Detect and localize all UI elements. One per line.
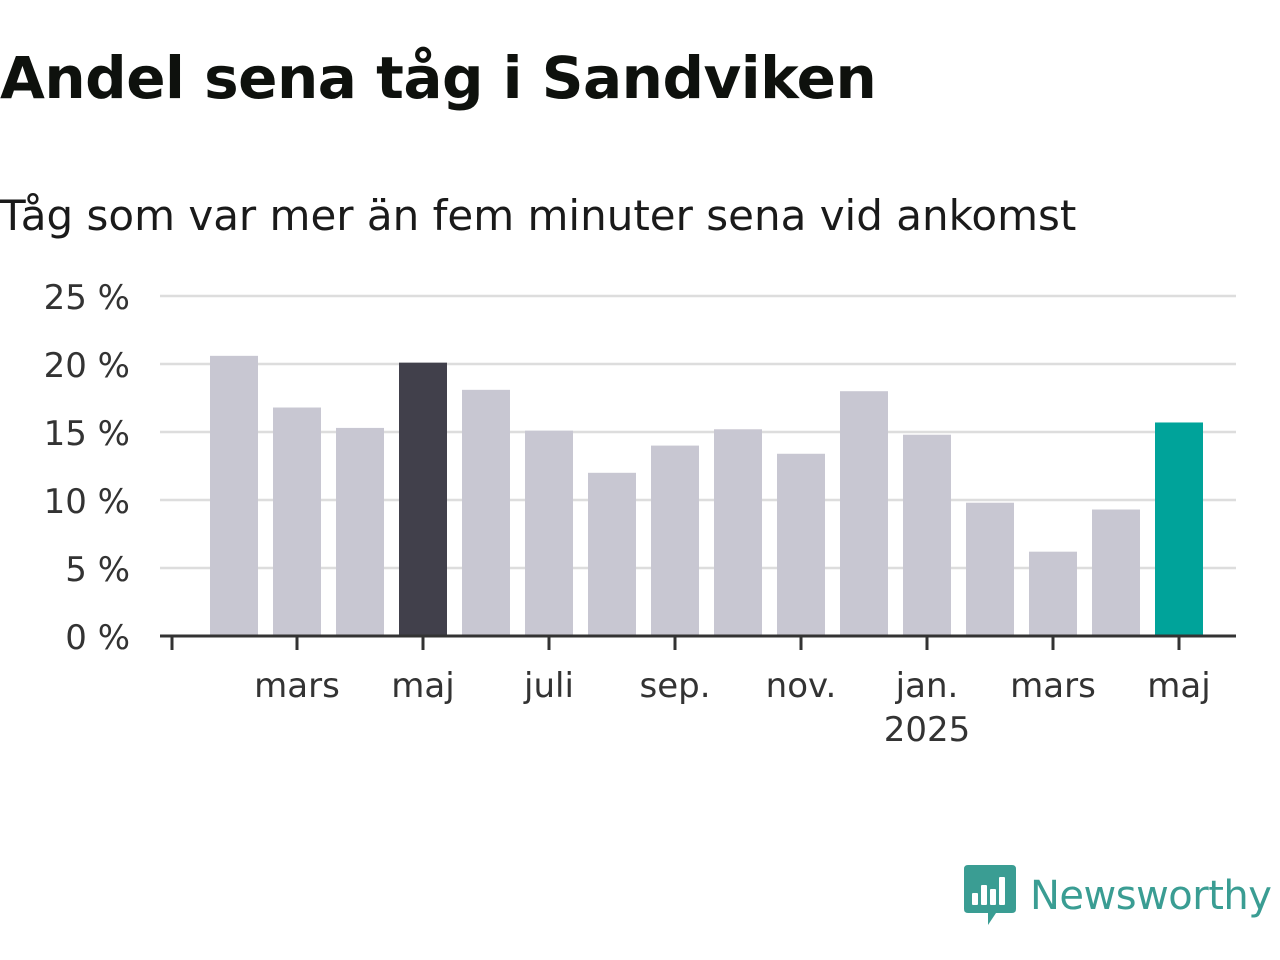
y-tick-label: 15 % [44,414,130,454]
newsworthy-logo: Newsworthy [964,864,1272,928]
x-tick-label: mars [1010,666,1096,706]
newsworthy-logo-icon [964,865,1016,925]
x-tick-label: nov. [766,666,837,706]
x-tick-label: mars [254,666,340,706]
bars [210,355,1203,636]
bar [777,453,825,636]
bar [588,472,636,636]
chart-subtitle: Tåg som var mer än fem minuter sena vid … [0,191,1077,240]
x-tick-label: juli [523,666,574,706]
x-tick-label: maj [1147,666,1210,706]
bar [1155,422,1203,636]
chart-title: Andel sena tåg i Sandviken [0,44,877,112]
y-tick-label: 5 % [65,550,130,590]
bar-chart: 0 % 5 % 10 % 15 % 20 % 25 % mars maj juli sep. no… [44,278,1236,750]
x-tick-label: sep. [639,666,710,706]
x-axis-labels: mars maj juli sep. nov. jan.2025 mars maj [254,666,1211,750]
bar [273,407,321,636]
x-axis [160,634,1236,650]
y-tick-label: 0 % [65,618,130,658]
bar [525,430,573,636]
y-tick-label: 25 % [44,278,130,318]
bar [651,445,699,636]
y-tick-label: 10 % [44,482,130,522]
x-tick-label: maj [391,666,454,706]
bar [462,389,510,636]
x-tick-sublabel: 2025 [884,710,971,750]
y-tick-label: 20 % [44,346,130,386]
bar [714,429,762,636]
bar [966,502,1014,636]
bar [1029,551,1077,636]
brand-name: Newsworthy [1030,873,1272,919]
bar [903,434,951,636]
y-axis-labels: 0 % 5 % 10 % 15 % 20 % 25 % [44,278,130,658]
bar [336,427,384,636]
bar [210,355,258,636]
bar [1092,509,1140,636]
x-tick-label: jan. [895,666,959,706]
bar [399,362,447,636]
bar [840,391,888,636]
